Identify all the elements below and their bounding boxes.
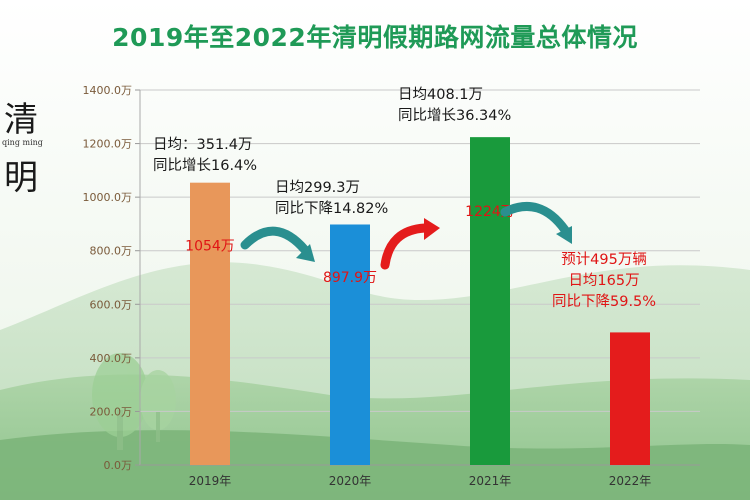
bar xyxy=(470,137,510,465)
y-tick-label: 1400.0万 xyxy=(83,84,133,97)
x-tick-label: 2021年 xyxy=(469,474,512,488)
x-tick-label: 2019年 xyxy=(189,474,232,488)
trend-arrow-head-icon xyxy=(424,218,440,240)
bar-annotation: 日均408.1万同比增长36.34% xyxy=(398,85,511,127)
y-tick-label: 800.0万 xyxy=(90,245,133,258)
x-tick-label: 2020年 xyxy=(329,474,372,488)
annotation-line: 日均：351.4万 xyxy=(153,137,253,153)
chart-title: 2019年至2022年清明假期路网流量总体情况 xyxy=(112,23,638,52)
brand-char-top: 清 xyxy=(4,100,38,140)
x-tick-label: 2022年 xyxy=(609,474,652,488)
trend-arrow-icon xyxy=(500,201,570,235)
brand-subtitle: qing ming xyxy=(2,138,43,147)
annotation-line: 预计495万辆 xyxy=(561,252,647,268)
bar xyxy=(190,182,230,465)
bar-annotation: 日均299.3万同比下降14.82% xyxy=(275,178,388,220)
annotation-line: 日均408.1万 xyxy=(398,87,484,103)
trend-arrow-icon xyxy=(380,223,430,270)
brand-char-bottom: 明 xyxy=(4,158,38,198)
trend-arrow-head-icon xyxy=(556,226,572,244)
bar-annotation: 日均：351.4万 同比增长16.4% xyxy=(153,135,257,177)
y-tick-label: 0.0万 xyxy=(104,459,133,472)
annotation-line: 日均299.3万 xyxy=(275,180,361,196)
annotation-line: 同比下降59.5% xyxy=(552,294,657,310)
trend-arrow-head-icon xyxy=(296,244,315,262)
bar-value-label: 897.9万 xyxy=(323,270,377,286)
annotation-line: 日均165万 xyxy=(568,273,640,289)
bar-value-label: 1054万 xyxy=(185,238,235,254)
y-tick-label: 1000.0万 xyxy=(83,191,133,204)
annotation-line: 同比下降14.82% xyxy=(275,201,389,217)
annotation-line: 同比增长36.34% xyxy=(398,108,512,124)
y-tick-label: 600.0万 xyxy=(90,298,133,311)
bar xyxy=(610,332,650,465)
qingming-brand-logo: 清 qing ming 明 xyxy=(0,92,60,202)
y-tick-label: 200.0万 xyxy=(90,405,133,418)
y-tick-label: 1200.0万 xyxy=(83,138,133,151)
annotation-line: 同比增长16.4% xyxy=(153,158,258,174)
trend-arrow-icon xyxy=(240,226,310,255)
bar-value-label: 1224万 xyxy=(465,204,515,220)
bar xyxy=(330,224,370,465)
y-tick-label: 400.0万 xyxy=(90,352,133,365)
bar-annotation: 预计495万辆 日均165万同比下降59.5% xyxy=(552,250,656,313)
